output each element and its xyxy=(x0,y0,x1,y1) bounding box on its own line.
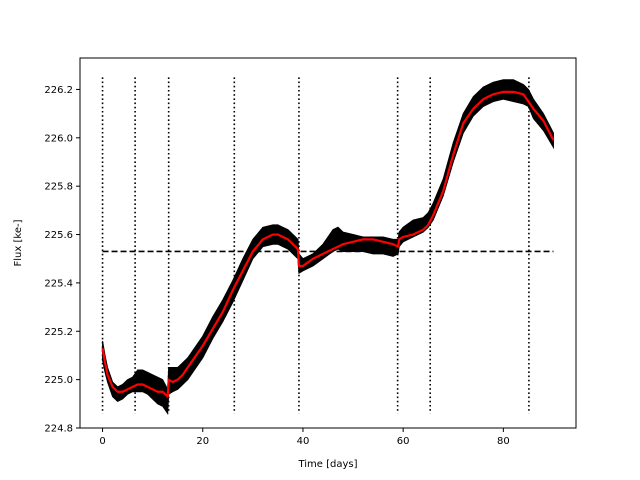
x-axis-ticks: 0 20 40 60 80 xyxy=(99,428,510,447)
x-axis-title: Time [days] xyxy=(297,459,357,470)
x-tick-label: 0 xyxy=(99,436,105,447)
x-tick-label: 60 xyxy=(397,436,410,447)
y-axis-title: Flux [ke-] xyxy=(13,219,24,266)
y-tick-label: 225.2 xyxy=(44,327,73,338)
plot-area xyxy=(101,77,555,415)
y-tick-label: 224.8 xyxy=(44,424,73,435)
y-tick-label: 225.4 xyxy=(44,278,73,289)
y-axis-ticks: 224.8 225.0 225.2 225.4 225.6 225.8 226.0 226.2 xyxy=(44,85,80,435)
y-tick-label: 225.8 xyxy=(44,182,73,193)
y-tick-label: 225.6 xyxy=(44,230,73,241)
y-tick-label: 226.0 xyxy=(44,133,73,144)
data-band-series xyxy=(102,79,554,415)
x-tick-label: 40 xyxy=(297,436,310,447)
x-tick-label: 80 xyxy=(497,436,510,447)
y-tick-label: 225.0 xyxy=(44,375,73,386)
x-tick-label: 20 xyxy=(196,436,209,447)
y-tick-label: 226.2 xyxy=(44,85,73,96)
fit-line-series xyxy=(101,90,555,398)
axes-frame xyxy=(79,57,577,429)
